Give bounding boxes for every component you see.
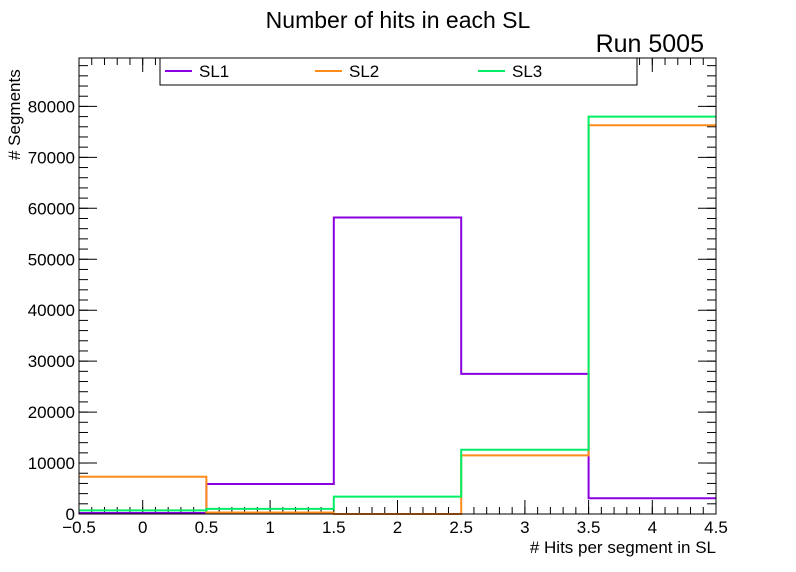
legend: SL1 SL2 SL3	[159, 57, 638, 86]
x-tick-label: 0	[138, 518, 147, 537]
y-tick-label: 20000	[28, 403, 75, 422]
x-tick-label: 1.5	[322, 518, 346, 537]
legend-label-sl3: SL3	[512, 62, 542, 81]
series-line-sl3	[79, 115, 716, 512]
y-tick-label: 0	[66, 505, 75, 524]
y-tick-label: 80000	[28, 97, 75, 116]
x-tick-label: 0.5	[195, 518, 219, 537]
x-tick-labels: −0.5 0 0.5 1 1.5 2 2.5 3 3.5 4 4.5	[62, 518, 728, 537]
x-tick-label: 4.5	[704, 518, 728, 537]
x-tick-label: 2	[393, 518, 402, 537]
run-annotation: Run 5005	[596, 30, 704, 58]
y-tick-labels: 0 10000 20000 30000 40000 50000 60000 70000 8000…	[28, 97, 75, 524]
y-tick-label: 10000	[28, 454, 75, 473]
x-axis-label: # Hits per segment in SL	[530, 538, 716, 557]
x-tick-label: 3	[520, 518, 529, 537]
legend-box	[159, 57, 638, 86]
y-tick-label: 50000	[28, 250, 75, 269]
y-axis-label: # Segments	[5, 69, 24, 160]
x-tick-label: 3.5	[577, 518, 601, 537]
y-tick-label: 60000	[28, 199, 75, 218]
x-tick-label: −0.5	[62, 518, 96, 537]
y-tick-label: 30000	[28, 352, 75, 371]
y-tick-label: 70000	[28, 148, 75, 167]
x-tick-label: 2.5	[449, 518, 473, 537]
x-tick-label: 4	[648, 518, 657, 537]
chart-title: Number of hits in each SL	[266, 7, 531, 33]
legend-label-sl1: SL1	[199, 62, 229, 81]
x-tick-label: 1	[265, 518, 274, 537]
legend-label-sl2: SL2	[349, 62, 379, 81]
y-tick-label: 40000	[28, 301, 75, 320]
